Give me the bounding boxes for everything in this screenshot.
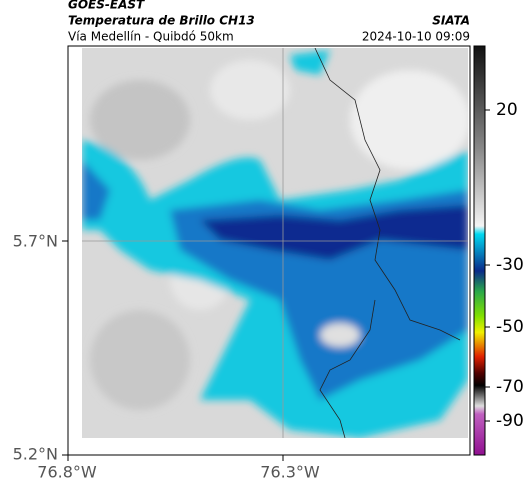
colorbar [473, 45, 486, 456]
source: SIATA [432, 14, 470, 28]
lon-label: 76.3°W [260, 463, 320, 482]
colorbar-label: 20 [496, 100, 518, 120]
lat-label: 5.2°N [13, 445, 58, 464]
lat-label: 5.7°N [13, 232, 58, 251]
colorbar-label: -70 [496, 377, 524, 397]
lon-label: 76.8°W [37, 463, 97, 482]
map-frame [67, 45, 471, 456]
datetime: 2024-10-10 09:09 [362, 30, 470, 44]
colorbar-label: -90 [496, 411, 524, 431]
colorbar-label: -30 [496, 255, 524, 275]
subtitle: Temperatura de Brillo CH13 [68, 14, 255, 28]
colorbar-label: -50 [496, 317, 524, 337]
route: Vía Medellín - Quibdó 50km [68, 30, 234, 44]
title: GOES-EAST [68, 0, 145, 12]
satellite-image [82, 48, 468, 438]
